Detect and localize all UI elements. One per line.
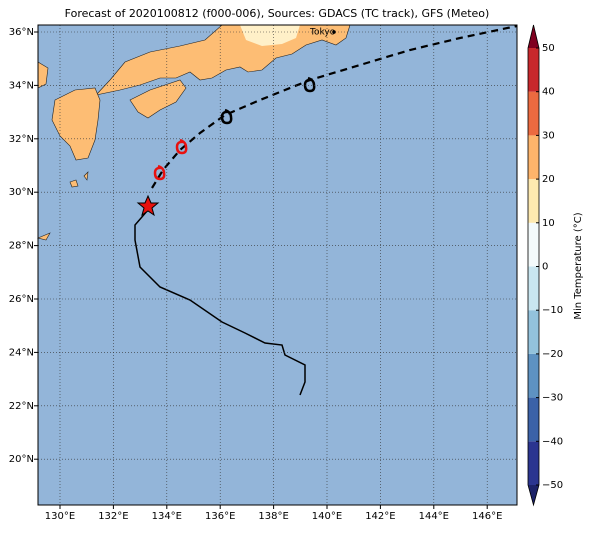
highland (240, 25, 300, 46)
lat-tick-label: 34°N (9, 80, 34, 91)
map-title: Forecast of 2020100812 (f000-006), Sourc… (65, 7, 490, 20)
colorbar-segment (528, 135, 539, 180)
track (134, 24, 518, 396)
colorbar-tick-label: 30 (542, 130, 555, 141)
graticule (38, 25, 517, 505)
lon-tick-label: 136°E (205, 511, 235, 522)
lon-tick-label: 130°E (45, 511, 75, 522)
colorbar-tick-label: 0 (542, 262, 548, 273)
lat-tick-label: 32°N (9, 134, 34, 145)
colorbar-segment (528, 310, 539, 354)
ocean (38, 25, 517, 505)
colorbar-tick-label: 20 (542, 174, 555, 185)
map-area: Tokyo (37, 24, 518, 506)
lat-tick-label: 26°N (9, 294, 34, 305)
colorbar-tick-label: −50 (542, 480, 563, 491)
lon-tick-label: 134°E (152, 511, 182, 522)
colorbar-tick-label: 10 (542, 218, 555, 229)
colorbar: −50 −40 −30 −20 −10 0 10 20 30 40 50 (527, 24, 563, 507)
colorbar-segment (528, 441, 539, 485)
colorbar-tick-label: −40 (542, 436, 563, 447)
lat-tick-label: 22°N (9, 401, 34, 412)
colorbar-segment (528, 48, 539, 92)
colorbar-tick-label: −10 (542, 305, 563, 316)
lon-tick-label: 146°E (472, 511, 502, 522)
colorbar-segment (528, 353, 539, 398)
colorbar-tick-label: 40 (542, 87, 555, 98)
colorbar-segment (528, 397, 539, 442)
lat-tick-label: 24°N (9, 347, 34, 358)
city-marker (332, 30, 336, 34)
lon-tick-label: 132°E (98, 511, 128, 522)
colorbar-tick-label: −30 (542, 393, 563, 404)
lat-tick-label: 28°N (9, 241, 34, 252)
cyclone-icons (153, 76, 316, 181)
colorbar-extend-over (528, 25, 539, 48)
colorbar-segment (528, 179, 539, 223)
lat-tick-label: 20°N (9, 454, 34, 465)
lat-tick-label: 36°N (9, 27, 34, 38)
land (37, 24, 351, 241)
colorbar-tick-label: 50 (542, 43, 555, 54)
colorbar-label: Min Temperature (°C) (573, 212, 584, 319)
city-label: Tokyo (309, 28, 336, 38)
colorbar-segment (528, 91, 539, 136)
lon-tick-label: 142°E (365, 511, 395, 522)
lon-tick-label: 138°E (258, 511, 288, 522)
colorbar-tick-label: −20 (542, 349, 563, 360)
map-frame (37, 24, 518, 506)
colorbar-extend-under (528, 485, 539, 505)
colorbar-segment (528, 222, 539, 267)
lat-tick-label: 30°N (9, 187, 34, 198)
lon-tick-label: 144°E (419, 511, 449, 522)
current-position (136, 194, 160, 217)
colorbar-segment (528, 266, 539, 311)
lon-tick-label: 140°E (312, 511, 342, 522)
